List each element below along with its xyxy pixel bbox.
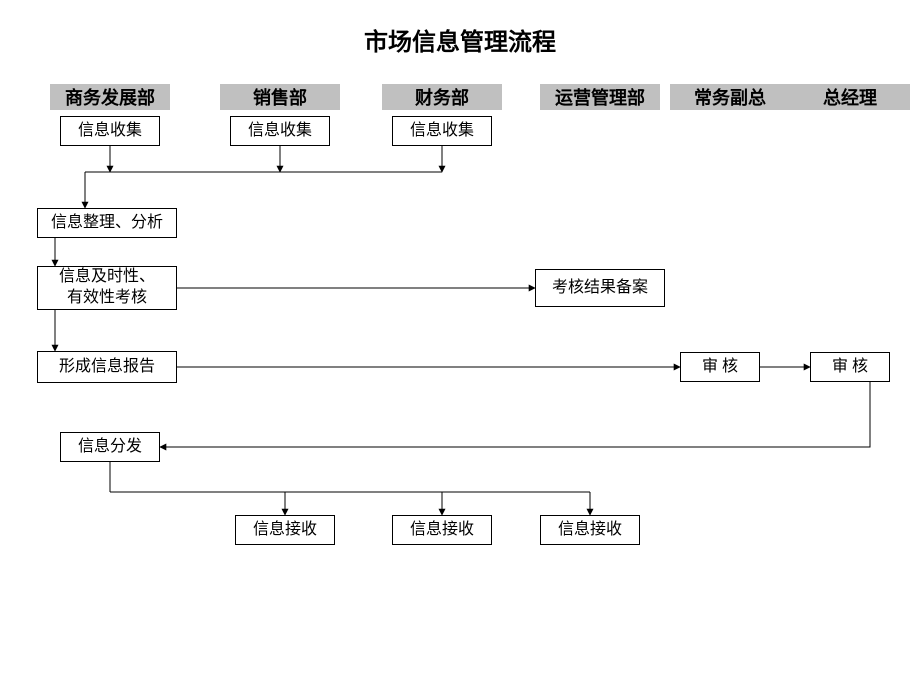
node-n_file: 考核结果备案 <box>535 269 665 307</box>
node-n_review2: 审 核 <box>810 352 890 382</box>
lane-header-fin: 财务部 <box>382 84 502 110</box>
node-n_review1: 审 核 <box>680 352 760 382</box>
lane-header-biz: 商务发展部 <box>50 84 170 110</box>
lane-header-vp: 常务副总 <box>670 84 790 110</box>
edge-n_review2-n_dispatch <box>160 382 870 447</box>
page-title: 市场信息管理流程 <box>0 22 920 57</box>
node-n_report: 形成信息报告 <box>37 351 177 383</box>
lane-header-ops: 运营管理部 <box>540 84 660 110</box>
node-n_assess: 信息及时性、有效性考核 <box>37 266 177 310</box>
node-n_recv_ops: 信息接收 <box>540 515 640 545</box>
node-n_analyze: 信息整理、分析 <box>37 208 177 238</box>
lane-header-sales: 销售部 <box>220 84 340 110</box>
node-n_recv_fin: 信息接收 <box>392 515 492 545</box>
lane-header-gm: 总经理 <box>790 84 910 110</box>
node-n_recv_sales: 信息接收 <box>235 515 335 545</box>
node-n_collect_sales: 信息收集 <box>230 116 330 146</box>
node-n_dispatch: 信息分发 <box>60 432 160 462</box>
node-n_collect_biz: 信息收集 <box>60 116 160 146</box>
node-n_collect_fin: 信息收集 <box>392 116 492 146</box>
